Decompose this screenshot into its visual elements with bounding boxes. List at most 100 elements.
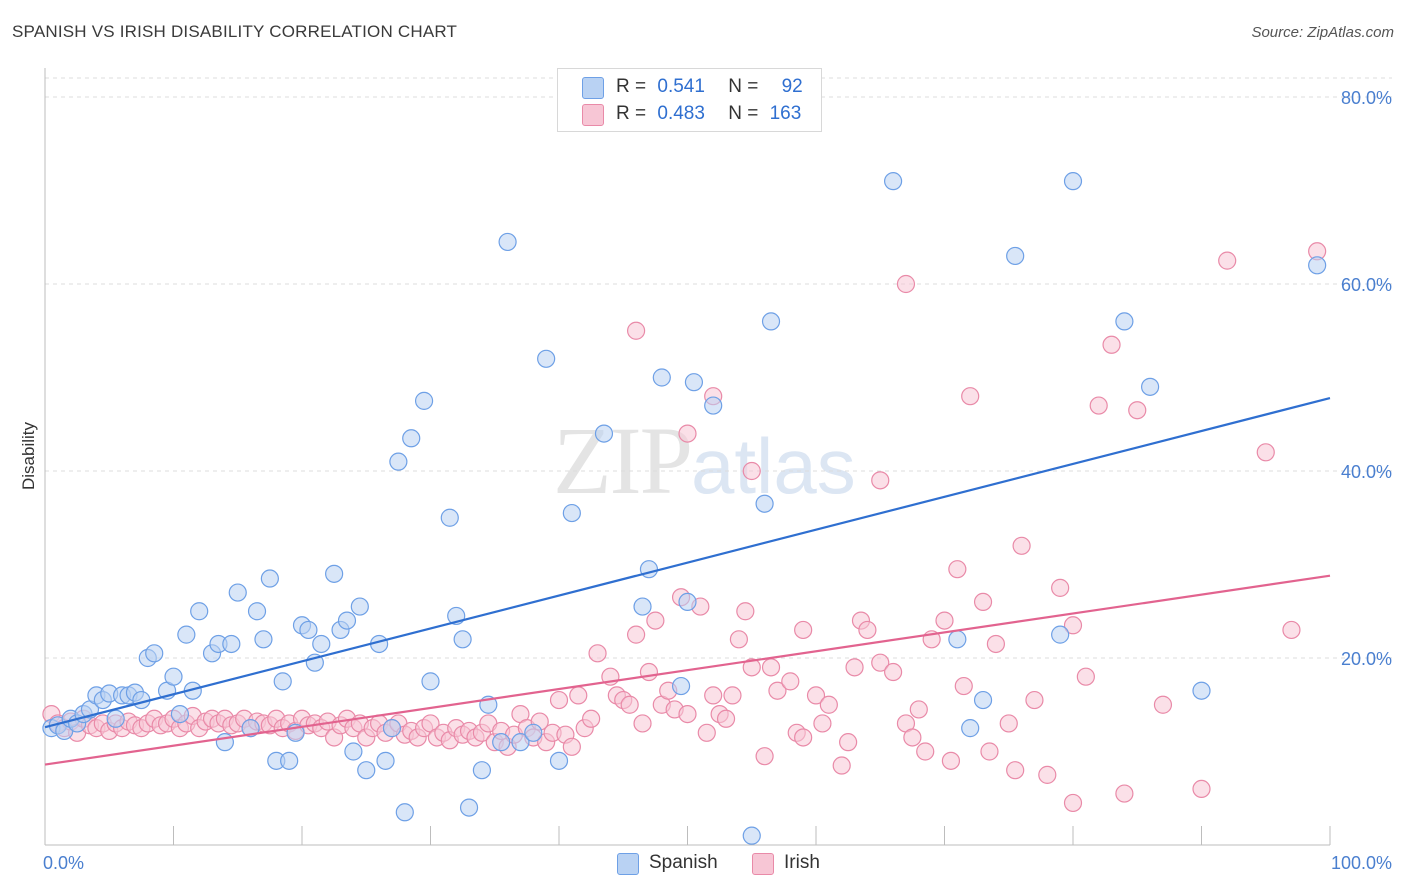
- irish-r-value: 0.483: [657, 103, 705, 124]
- irish-point: [1063, 793, 1083, 813]
- irish-point: [1063, 616, 1083, 635]
- spanish-point: [344, 742, 363, 761]
- irish-point: [704, 686, 723, 705]
- spanish-point: [883, 172, 903, 191]
- irish-point: [781, 672, 800, 691]
- irish-point: [1012, 536, 1031, 555]
- irish-point: [620, 695, 639, 714]
- spanish-point: [222, 634, 241, 654]
- irish-point: [633, 714, 652, 733]
- spanish-point: [299, 620, 318, 640]
- spanish-point: [312, 634, 331, 654]
- source-label: Source: ZipAtlas.com: [1251, 24, 1394, 41]
- spanish-point: [1051, 625, 1070, 644]
- irish-point: [806, 686, 826, 705]
- x-tick-labels: 0.0% 100.0%: [43, 853, 1392, 873]
- spanish-point: [228, 583, 247, 602]
- irish-point: [549, 690, 569, 710]
- spanish-point: [402, 429, 421, 448]
- irish-point: [916, 742, 935, 761]
- spanish-point: [280, 751, 299, 770]
- irish-point: [871, 653, 890, 672]
- irish-point: [1051, 578, 1070, 597]
- grid-lines: [45, 77, 1392, 659]
- irish-n-value: 163: [769, 103, 802, 124]
- irish-point: [723, 686, 742, 705]
- irish-point: [871, 471, 890, 490]
- y-tick-label: 60.0%: [1341, 275, 1392, 295]
- spanish-point: [948, 630, 967, 649]
- irish-point: [839, 733, 858, 752]
- irish-point: [896, 274, 916, 294]
- spanish-point: [652, 368, 671, 387]
- irish-point: [1089, 396, 1108, 415]
- spanish-point: [537, 349, 556, 368]
- spanish-point: [247, 602, 267, 621]
- spanish-point: [145, 644, 164, 663]
- irish-point: [1006, 761, 1025, 780]
- spanish-trend-line: [44, 397, 1331, 729]
- spanish-point: [671, 676, 691, 696]
- spanish-point: [337, 611, 357, 630]
- irish-point: [909, 700, 928, 719]
- spanish-point: [325, 564, 344, 583]
- spanish-point: [376, 751, 395, 770]
- spanish-point: [459, 798, 479, 817]
- irish-point: [858, 620, 877, 640]
- spanish-point: [273, 672, 292, 691]
- irish-point: [716, 709, 736, 728]
- irish-point: [1038, 765, 1057, 784]
- spanish-point: [453, 630, 472, 649]
- spanish-point: [498, 232, 517, 252]
- irish-point: [562, 737, 581, 756]
- chart-title: SPANISH VS IRISH DISABILITY CORRELATION …: [12, 22, 458, 41]
- spanish-point: [684, 373, 704, 392]
- spanish-point: [382, 719, 402, 738]
- irish-point: [832, 756, 851, 775]
- irish-legend-swatch: [752, 853, 774, 875]
- irish-point: [813, 714, 832, 733]
- spanish-point: [106, 709, 125, 728]
- spanish-point: [755, 494, 774, 513]
- irish-point: [1115, 784, 1134, 803]
- spanish-point: [511, 733, 530, 752]
- irish-trend-line: [44, 574, 1331, 766]
- irish-point: [954, 676, 973, 696]
- spanish-point: [594, 424, 614, 443]
- spanish-point: [961, 719, 980, 738]
- irish-point: [626, 625, 646, 644]
- irish-legend-label: Irish: [784, 852, 820, 873]
- irish-point: [883, 662, 903, 682]
- x-tick-label: 0.0%: [43, 853, 84, 873]
- spanish-point: [1192, 681, 1211, 700]
- irish-point: [736, 602, 755, 621]
- spanish-point: [1006, 246, 1025, 266]
- spanish-point: [742, 826, 761, 845]
- spanish-point: [440, 508, 459, 527]
- irish-point: [1192, 779, 1211, 799]
- irish-point: [761, 658, 781, 677]
- irish-point: [697, 723, 716, 742]
- spanish-point: [395, 803, 414, 822]
- irish-point: [999, 714, 1018, 733]
- irish-points: [42, 242, 1327, 813]
- irish-swatch: [582, 104, 604, 126]
- spanish-point: [177, 625, 196, 644]
- spanish-legend-swatch: [617, 853, 639, 875]
- spanish-point: [549, 751, 569, 770]
- irish-point: [845, 658, 864, 677]
- irish-point: [639, 662, 659, 682]
- spanish-points: [42, 172, 1327, 845]
- irish-point: [768, 681, 787, 700]
- y-tick-label: 80.0%: [1341, 88, 1392, 108]
- spanish-r-label: R =: [616, 76, 647, 97]
- irish-point: [742, 461, 761, 481]
- spanish-legend-label: Spanish: [649, 852, 718, 873]
- irish-point: [626, 321, 646, 340]
- irish-point: [935, 611, 954, 630]
- irish-point: [794, 728, 813, 747]
- spanish-point: [761, 312, 781, 331]
- spanish-point: [678, 592, 697, 612]
- watermark-zip: ZIP: [553, 407, 693, 514]
- x-tick-label: 100.0%: [1331, 853, 1392, 873]
